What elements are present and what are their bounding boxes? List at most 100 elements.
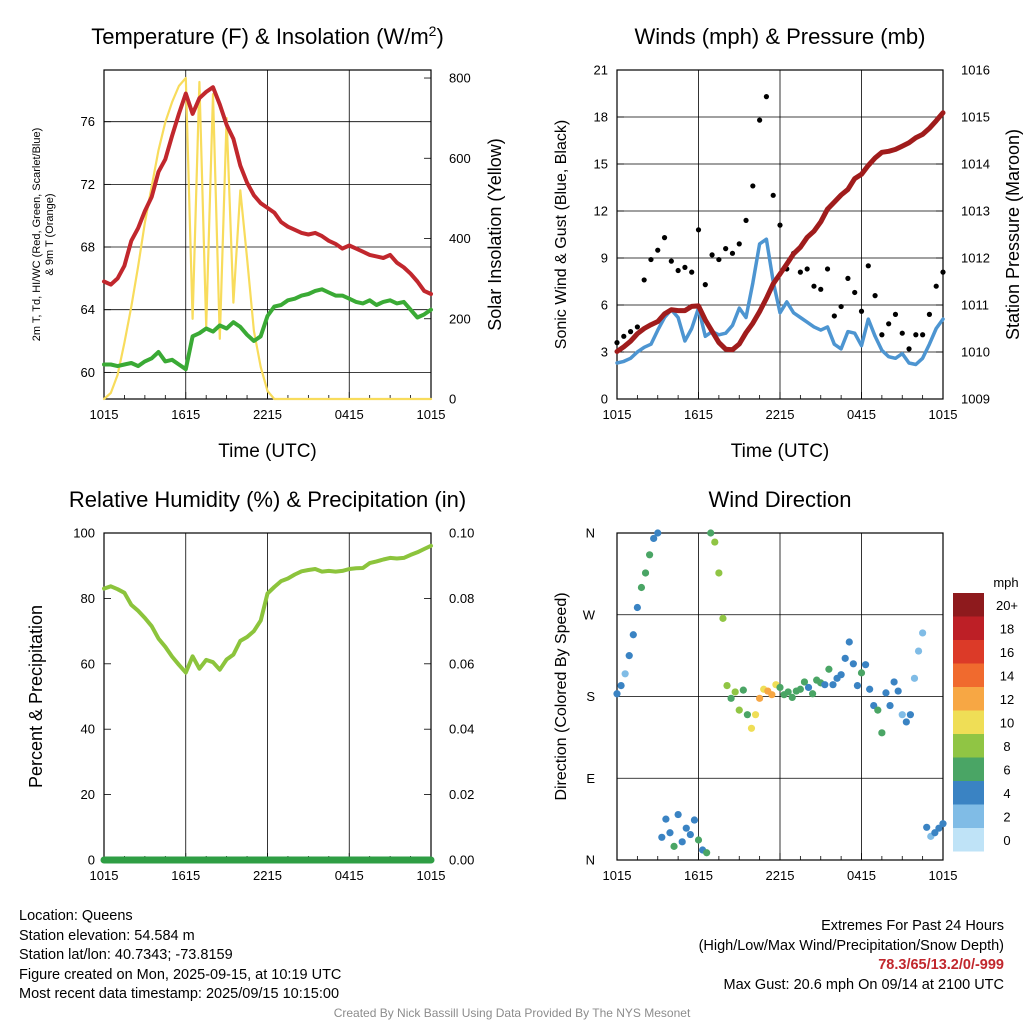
y2-tick-label: 1015 — [961, 110, 990, 125]
y-tick-label: 21 — [594, 63, 608, 78]
chart-title: Wind Direction — [708, 487, 851, 512]
chart-title: Temperature (F) & Insolation (W/m2) — [91, 23, 444, 49]
gust-point — [648, 256, 654, 263]
direction-point — [629, 631, 637, 639]
y-tick-label: 80 — [81, 591, 95, 606]
gust-point — [627, 329, 634, 335]
y-tick-label: 12 — [594, 204, 608, 219]
y2-tick-label: 1009 — [961, 392, 990, 407]
speed-colorbar: mph 20+ 18 16 14 12 10 8 6 4 2 0 — [953, 575, 1019, 852]
humidity-line — [102, 543, 433, 675]
temperature-panel: 1015 1615 2215 0415 1015 Temperature (F) & In… — [31, 23, 505, 462]
y-tick-label: N — [586, 526, 595, 541]
direction-point — [919, 629, 927, 637]
recent-text: Most recent data timestamp: 2025/09/15 1… — [19, 986, 340, 1002]
direction-point — [682, 824, 690, 832]
direction-point — [756, 694, 764, 702]
dewpoint-line — [102, 287, 433, 372]
direction-point — [646, 551, 654, 559]
direction-point — [743, 711, 752, 719]
direction-point — [849, 660, 857, 668]
direction-point — [914, 647, 923, 655]
direction-point — [621, 670, 629, 678]
direction-point — [841, 654, 849, 662]
direction-point — [902, 718, 910, 726]
temperature-line — [102, 85, 433, 296]
colorbar-label: 6 — [1003, 763, 1010, 778]
y2-tick-label: 1012 — [961, 251, 990, 266]
gust-point — [655, 247, 661, 253]
gust-point — [899, 330, 905, 336]
x-tick-label: 1015 — [929, 407, 958, 422]
colorbar-swatch — [953, 734, 984, 758]
direction-point — [723, 682, 731, 690]
gust-point — [886, 321, 892, 327]
x-axis-label: Time (UTC) — [731, 441, 830, 462]
direction-point — [890, 678, 898, 686]
y-tick-label: 9 — [601, 251, 608, 266]
direction-point — [633, 603, 641, 612]
x-tick-label: 1015 — [603, 868, 632, 883]
gust-point — [621, 333, 627, 339]
y-tick-label: 15 — [594, 157, 608, 172]
gust-point — [845, 275, 851, 281]
direction-point — [845, 638, 853, 646]
gust-point — [729, 250, 736, 256]
colorbar-title: mph — [993, 575, 1018, 590]
gust-point — [926, 311, 933, 317]
x-tick-label: 1015 — [929, 868, 958, 883]
direction-point — [617, 682, 625, 690]
plot-frame — [103, 69, 432, 400]
gust-point — [940, 269, 946, 275]
direction-point — [739, 686, 747, 694]
extremes-box: Extremes For Past 24 Hours (High/Low/Max… — [699, 917, 1004, 995]
extremes-title: Extremes For Past 24 Hours — [821, 918, 1004, 934]
y2-axis-label: Solar Insolation (Yellow) — [485, 138, 505, 330]
direction-point — [666, 829, 674, 837]
gust-point — [750, 183, 756, 189]
y2-tick-label: 0.08 — [449, 591, 474, 606]
gust-point — [872, 293, 878, 299]
direction-point — [686, 830, 694, 839]
y-tick-label: 0 — [601, 392, 608, 407]
colorbar-label: 16 — [1000, 645, 1014, 660]
colorbar-swatch — [953, 828, 984, 852]
x-tick-label: 2215 — [253, 407, 282, 422]
colorbar-label: 4 — [1003, 786, 1010, 801]
y-tick-label: N — [586, 853, 595, 868]
colorbar-swatch — [953, 616, 984, 640]
y-tick-label: 20 — [81, 787, 95, 802]
gust-point — [757, 117, 763, 123]
direction-point — [800, 678, 809, 686]
gust-point — [824, 266, 831, 272]
y2-tick-label: 200 — [449, 311, 471, 326]
y-tick-label: 76 — [81, 114, 95, 129]
gust-point — [879, 332, 885, 338]
y-tick-label: 40 — [81, 722, 95, 737]
direction-point — [715, 569, 723, 577]
y-tick-label: 0 — [88, 853, 95, 868]
gust-point — [892, 311, 899, 317]
gust-point — [689, 269, 695, 275]
colorbar-swatch — [953, 757, 984, 781]
y-tick-label: 60 — [81, 656, 95, 671]
chart-title: Winds (mph) & Pressure (mb) — [635, 24, 926, 49]
colorbar-label: 0 — [1003, 833, 1010, 848]
y2-tick-label: 0.00 — [449, 853, 474, 868]
chart-title: Relative Humidity (%) & Precipitation (i… — [69, 487, 466, 512]
x-tick-label: 1015 — [90, 407, 119, 422]
y2-tick-label: 1016 — [961, 63, 990, 78]
direction-point — [613, 690, 621, 698]
gust-point — [675, 267, 681, 274]
gust-point — [865, 263, 871, 269]
colorbar-swatch — [953, 781, 984, 805]
y-tick-label: 6 — [601, 298, 608, 313]
max-gust-text: Max Gust: 20.6 mph On 09/14 at 2100 UTC — [723, 976, 1004, 993]
direction-point — [906, 711, 915, 719]
x-axis-label: Time (UTC) — [218, 441, 317, 462]
x-tick-label: 1615 — [684, 407, 713, 422]
direction-point — [878, 729, 886, 737]
gust-point — [838, 303, 844, 310]
direction-point — [727, 694, 735, 702]
colorbar-swatch — [953, 593, 984, 617]
